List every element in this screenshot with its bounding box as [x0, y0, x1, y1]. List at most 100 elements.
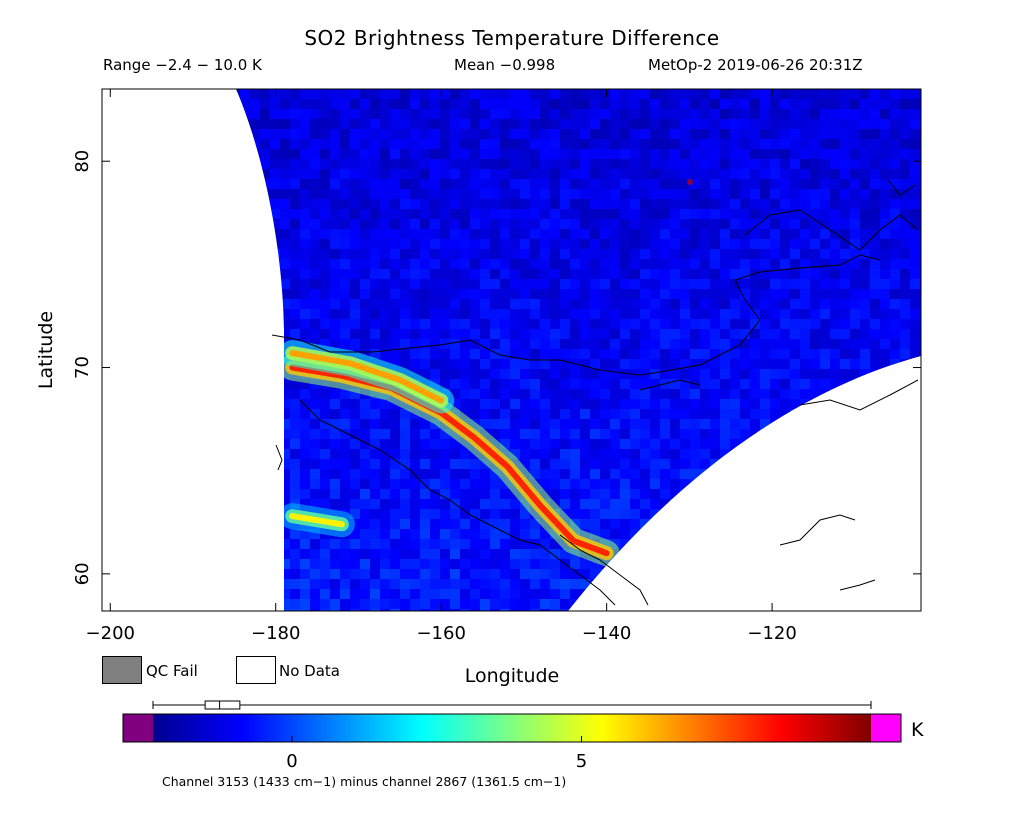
data-pixel — [720, 469, 730, 479]
data-pixel — [360, 109, 370, 119]
data-pixel — [530, 239, 540, 249]
data-pixel — [660, 599, 670, 609]
data-pixel — [350, 189, 360, 199]
data-pixel — [480, 119, 490, 129]
data-pixel — [470, 299, 480, 309]
data-pixel — [860, 319, 870, 329]
data-pixel — [580, 199, 590, 209]
data-pixel — [840, 569, 850, 579]
data-pixel — [590, 349, 600, 359]
data-pixel — [870, 239, 880, 249]
data-pixel — [910, 529, 920, 539]
data-pixel — [240, 319, 250, 329]
data-pixel — [910, 549, 920, 559]
data-pixel — [870, 389, 880, 399]
data-pixel — [600, 99, 610, 109]
data-pixel — [760, 89, 770, 99]
data-pixel — [240, 369, 250, 379]
data-pixel — [580, 489, 590, 499]
data-pixel — [620, 519, 630, 529]
data-pixel — [440, 579, 450, 589]
data-pixel — [390, 529, 400, 539]
data-pixel — [550, 219, 560, 229]
data-pixel — [810, 189, 820, 199]
data-pixel — [600, 509, 610, 519]
data-pixel — [880, 569, 890, 579]
data-pixel — [250, 219, 260, 229]
data-pixel — [690, 459, 700, 469]
data-pixel — [320, 339, 330, 349]
data-pixel — [820, 529, 830, 539]
data-pixel — [420, 179, 430, 189]
data-pixel — [260, 239, 270, 249]
data-pixel — [690, 429, 700, 439]
data-pixel — [470, 239, 480, 249]
data-pixel — [760, 529, 770, 539]
data-pixel — [540, 279, 550, 289]
y-axis-label: Latitude — [35, 310, 57, 390]
data-pixel — [330, 449, 340, 459]
data-pixel — [380, 119, 390, 129]
data-pixel — [410, 149, 420, 159]
data-pixel — [540, 129, 550, 139]
data-pixel — [270, 349, 280, 359]
data-pixel — [910, 189, 920, 199]
data-pixel — [280, 489, 290, 499]
data-pixel — [770, 299, 780, 309]
data-pixel — [460, 289, 470, 299]
data-pixel — [800, 139, 810, 149]
data-pixel — [860, 329, 870, 339]
data-pixel — [670, 459, 680, 469]
data-pixel — [850, 199, 860, 209]
data-pixel — [880, 599, 890, 609]
data-pixel — [710, 299, 720, 309]
data-pixel — [610, 459, 620, 469]
data-pixel — [280, 129, 290, 139]
data-pixel — [650, 259, 660, 269]
data-pixel — [680, 209, 690, 219]
data-pixel — [470, 169, 480, 179]
data-pixel — [310, 219, 320, 229]
data-pixel — [330, 269, 340, 279]
data-pixel — [380, 149, 390, 159]
data-pixel — [590, 109, 600, 119]
data-pixel — [720, 119, 730, 129]
data-pixel — [710, 359, 720, 369]
data-pixel — [540, 319, 550, 329]
data-pixel — [680, 229, 690, 239]
data-pixel — [790, 349, 800, 359]
data-pixel — [610, 139, 620, 149]
data-pixel — [490, 409, 500, 419]
data-pixel — [830, 489, 840, 499]
data-pixel — [260, 419, 270, 429]
data-pixel — [910, 149, 920, 159]
data-pixel — [320, 229, 330, 239]
data-pixel — [430, 559, 440, 569]
data-pixel — [460, 299, 470, 309]
data-pixel — [470, 119, 480, 129]
data-pixel — [520, 389, 530, 399]
data-pixel — [340, 119, 350, 129]
data-pixel — [740, 379, 750, 389]
data-pixel — [530, 519, 540, 529]
data-pixel — [630, 439, 640, 449]
data-pixel — [750, 209, 760, 219]
data-pixel — [810, 359, 820, 369]
data-pixel — [870, 419, 880, 429]
data-pixel — [530, 599, 540, 609]
data-pixel — [310, 129, 320, 139]
data-pixel — [820, 409, 830, 419]
data-pixel — [720, 519, 730, 529]
no-data-swatch — [236, 656, 276, 684]
data-pixel — [500, 539, 510, 549]
data-pixel — [880, 249, 890, 259]
data-pixel — [850, 369, 860, 379]
data-pixel — [760, 109, 770, 119]
data-pixel — [520, 99, 530, 109]
data-pixel — [850, 359, 860, 369]
data-pixel — [540, 529, 550, 539]
data-pixel — [400, 289, 410, 299]
data-pixel — [880, 109, 890, 119]
data-pixel — [510, 159, 520, 169]
data-pixel — [360, 179, 370, 189]
